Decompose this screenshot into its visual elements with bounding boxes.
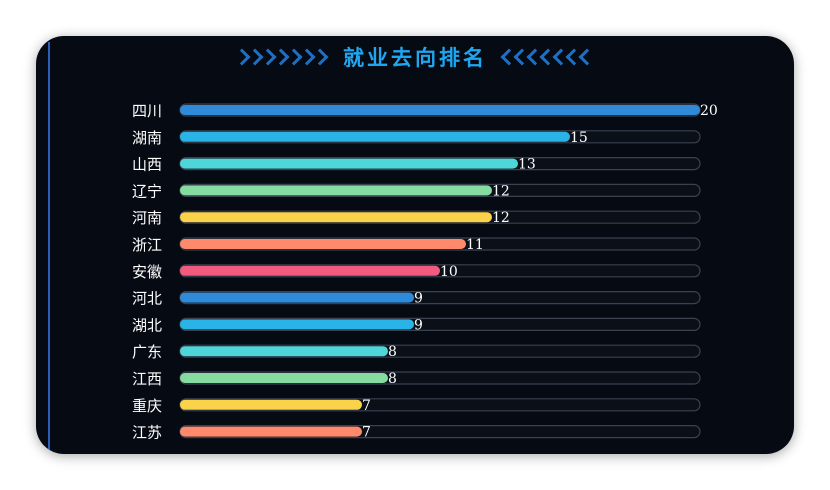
bar-四川 — [180, 105, 700, 115]
bar-江西 — [180, 373, 388, 383]
value-label: 20 — [700, 103, 718, 119]
category-label: 河南 — [132, 209, 162, 227]
category-label: 四川 — [132, 102, 162, 120]
bar-重庆 — [180, 400, 362, 410]
bar-chart: 四川 20 湖南 15 山西 13 辽宁 12 河南 12 浙江 11 安徽 10 河北 9 湖北 9 广东 8 江西 8… — [36, 36, 794, 454]
category-label: 浙江 — [132, 236, 162, 254]
value-label: 12 — [492, 183, 510, 199]
category-label: 江西 — [132, 370, 162, 388]
category-label: 辽宁 — [132, 182, 162, 200]
bar-湖北 — [180, 319, 414, 329]
value-label: 10 — [440, 264, 458, 280]
value-label: 9 — [414, 317, 423, 333]
value-label: 13 — [518, 157, 536, 173]
bar-江苏 — [180, 427, 362, 437]
bar-广东 — [180, 346, 388, 356]
bar-浙江 — [180, 239, 466, 249]
value-label: 8 — [388, 344, 397, 360]
category-label: 湖北 — [132, 316, 162, 334]
value-label: 12 — [492, 210, 510, 226]
bar-湖南 — [180, 132, 570, 142]
bar-辽宁 — [180, 185, 492, 195]
category-label: 重庆 — [132, 397, 162, 415]
bar-安徽 — [180, 266, 440, 276]
category-label: 广东 — [132, 343, 162, 361]
category-label: 河北 — [132, 290, 162, 308]
value-label: 8 — [388, 371, 397, 387]
value-label: 15 — [570, 130, 588, 146]
value-label: 11 — [466, 237, 484, 253]
category-label: 湖南 — [132, 129, 162, 147]
value-label: 7 — [362, 398, 371, 414]
category-label: 山西 — [132, 156, 162, 174]
bar-山西 — [180, 159, 518, 169]
chart-panel: 就业去向排名 四川 20 湖南 15 山西 13 辽宁 12 河南 12 浙江 11 安徽 10 河北 9 湖北… — [36, 36, 794, 454]
bar-河北 — [180, 293, 414, 303]
value-label: 7 — [362, 425, 371, 441]
category-label: 江苏 — [132, 424, 162, 442]
category-label: 安徽 — [132, 263, 162, 281]
bar-河南 — [180, 212, 492, 222]
value-label: 9 — [414, 291, 423, 307]
